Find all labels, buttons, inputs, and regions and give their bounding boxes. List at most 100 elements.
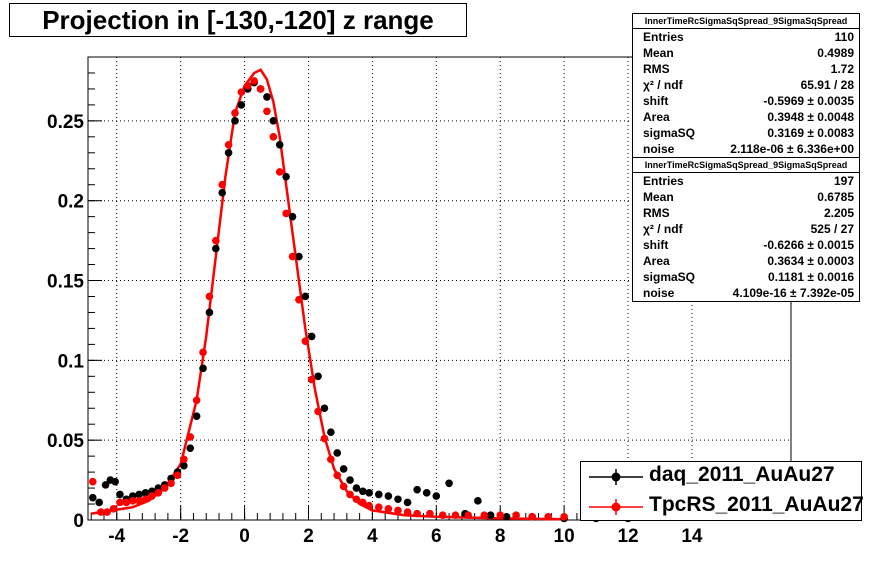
data-point-tpcrs xyxy=(333,471,342,480)
data-point-tpcrs xyxy=(403,508,412,516)
data-point-daq xyxy=(218,188,227,197)
stats-row-mean: Mean 0.4989 xyxy=(643,46,854,60)
data-point-tpcrs xyxy=(346,490,354,499)
data-point-tpcrs xyxy=(231,109,239,117)
legend-marker-daq xyxy=(589,469,643,485)
data-point-daq xyxy=(141,489,150,497)
data-point-daq xyxy=(394,495,402,504)
data-point-tpcrs xyxy=(394,506,402,515)
data-point-daq xyxy=(502,513,511,521)
stats-header: InnerTimeRcSigmaSqSpread_9SigmaSqSpread xyxy=(633,158,859,173)
data-point-daq xyxy=(269,117,278,125)
data-point-tpcrs xyxy=(365,501,374,510)
data-point-tpcrs xyxy=(205,292,214,301)
stats-row-shift: shift -0.5969 ± 0.0035 xyxy=(643,94,854,108)
stats-row-mean: Mean 0.6785 xyxy=(643,190,854,204)
data-point-daq xyxy=(384,492,393,500)
data-point-daq xyxy=(422,489,431,497)
data-point-tpcrs xyxy=(339,482,348,491)
data-point-tpcrs xyxy=(282,209,290,218)
fit-curve-layer xyxy=(91,68,565,521)
data-point-daq xyxy=(288,212,297,221)
data-point-daq xyxy=(101,481,110,489)
stats-row-entries: Entries 110 xyxy=(643,30,854,44)
data-point-tpcrs xyxy=(438,511,447,520)
data-point-tpcrs xyxy=(384,505,393,513)
x-tick-label: 14 xyxy=(681,526,703,547)
data-point-daq xyxy=(282,172,290,181)
data-point-tpcrs xyxy=(256,85,265,93)
data-point-daq xyxy=(333,449,342,457)
x-tick-label: 2 xyxy=(303,526,314,547)
data-point-tpcrs xyxy=(103,508,111,516)
data-point-daq xyxy=(359,487,367,496)
legend-label-daq: daq_2011_AuAu27 xyxy=(649,463,835,486)
data-point-daq xyxy=(111,477,119,486)
data-point-tpcrs xyxy=(413,509,421,518)
data-point-daq xyxy=(135,490,143,499)
data-point-tpcrs xyxy=(480,511,489,520)
x-tick-label: 8 xyxy=(495,526,506,547)
data-point-tpcrs xyxy=(352,495,361,504)
data-point-tpcrs xyxy=(243,81,252,90)
data-point-daq xyxy=(327,428,335,436)
data-point-tpcrs xyxy=(224,141,233,149)
fit-curve xyxy=(91,68,565,521)
data-point-daq xyxy=(301,292,310,301)
data-point-daq xyxy=(432,492,441,500)
data-point-tpcrs xyxy=(359,498,367,507)
data-point-tpcrs xyxy=(320,434,329,443)
data-point-tpcrs xyxy=(141,495,150,504)
data-point-tpcrs xyxy=(116,498,124,507)
stats-box-tpcrs: InnerTimeRcSigmaSqSpread_9SigmaSqSpread … xyxy=(632,157,860,302)
legend-entry-tpcrs: TpcRS_2011_AuAu27 xyxy=(581,492,864,522)
data-point-tpcrs xyxy=(199,348,207,357)
data-point-tpcrs xyxy=(307,375,316,384)
stats-row-entries: Entries 197 xyxy=(643,174,854,188)
data-point-tpcrs xyxy=(109,505,118,513)
stats-row-shift: shift -0.6266 ± 0.0015 xyxy=(643,238,854,252)
legend-marker-tpcrs xyxy=(589,499,643,515)
data-point-daq xyxy=(339,465,348,473)
data-point-tpcrs xyxy=(528,513,536,521)
data-point-tpcrs xyxy=(135,497,143,505)
data-point-daq xyxy=(474,497,482,505)
y-tick-label: 0.15 xyxy=(47,272,84,293)
data-point-daq xyxy=(88,493,97,502)
data-point-tpcrs xyxy=(496,511,505,520)
data-points-layer xyxy=(88,77,632,523)
data-point-daq xyxy=(231,117,239,125)
data-point-tpcrs xyxy=(154,489,163,497)
data-point-tpcrs xyxy=(186,433,195,441)
x-tick-label: 12 xyxy=(617,526,638,547)
x-tick-label: 6 xyxy=(431,526,442,547)
data-point-daq xyxy=(192,412,201,421)
data-point-daq xyxy=(199,364,207,373)
legend-entry-daq: daq_2011_AuAu27 xyxy=(581,462,861,492)
data-point-tpcrs xyxy=(327,455,335,464)
data-point-tpcrs xyxy=(180,455,188,464)
data-point-daq xyxy=(374,490,383,499)
data-point-daq xyxy=(346,476,354,484)
data-point-tpcrs xyxy=(374,503,383,512)
data-point-tpcrs xyxy=(128,497,137,505)
data-point-tpcrs xyxy=(88,477,97,486)
stats-row-sigmasq: sigmaSQ 0.3169 ± 0.0083 xyxy=(643,126,854,140)
stats-row-area: Area 0.3948 ± 0.0048 xyxy=(643,110,854,124)
x-tick-label: 0 xyxy=(239,526,250,547)
data-point-daq xyxy=(486,511,495,520)
data-point-tpcrs xyxy=(426,509,434,518)
stats-header: InnerTimeRcSigmaSqSpread_9SigmaSqSpread xyxy=(633,14,859,29)
chart-title: Projection in [-130,-120] z range xyxy=(9,3,467,37)
data-point-tpcrs xyxy=(269,133,278,141)
data-point-tpcrs xyxy=(148,492,156,500)
data-point-tpcrs xyxy=(295,295,303,304)
data-point-tpcrs xyxy=(122,498,131,507)
data-point-daq xyxy=(224,148,233,157)
data-point-daq xyxy=(365,489,374,497)
data-point-tpcrs xyxy=(263,107,271,116)
data-point-tpcrs xyxy=(301,337,310,345)
legend: daq_2011_AuAu27 TpcRS_2011_AuAu27 xyxy=(580,461,864,522)
data-point-daq xyxy=(314,372,322,381)
data-point-tpcrs xyxy=(275,168,284,176)
